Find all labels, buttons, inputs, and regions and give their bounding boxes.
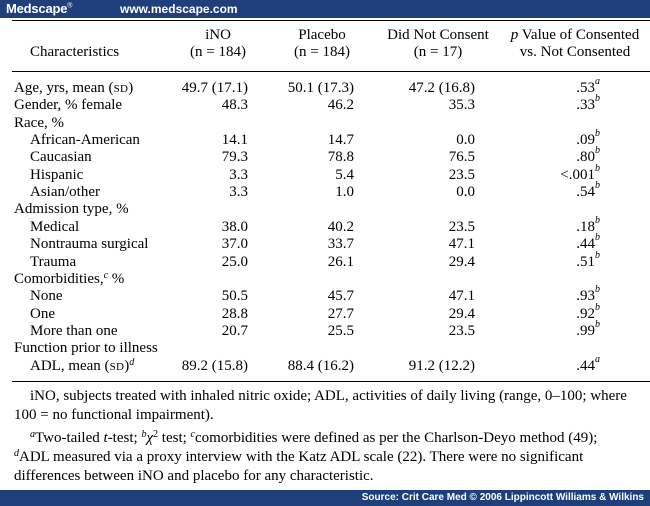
footnote-d: dADL measured via a proxy interview with… [14, 448, 584, 466]
row-label: Race, % [14, 114, 64, 131]
cell-ino: 14.1 [221, 132, 248, 149]
row-label: Comorbidities,c % [14, 269, 125, 287]
row-label: Hispanic [30, 166, 84, 183]
cell-ino: 79.3 [221, 149, 248, 166]
cell-ino: 20.7 [221, 322, 248, 339]
cell-placebo: 27.7 [327, 305, 354, 322]
cell-not-consent: 29.4 [448, 253, 475, 270]
cell-pvalue: .44 [576, 357, 595, 374]
footnote-abbreviations: iNO, subjects treated with inhaled nitri… [30, 388, 627, 404]
cell-pvalue: .99 [576, 322, 595, 339]
table-bottom-rule [12, 381, 650, 382]
source-citation: Source: Crit Care Med © 2006 Lippincott … [361, 492, 644, 503]
cell-ino: 25.0 [221, 253, 248, 270]
cell-ino: 38.0 [221, 218, 248, 235]
cell-ino: 3.3 [229, 166, 248, 183]
source-footer-bar: Source: Crit Care Med © 2006 Lippincott … [0, 490, 650, 506]
col-header-not-consent: Did Not Consent (n = 17) [387, 27, 489, 60]
cell-not-consent: 23.5 [448, 166, 475, 183]
cell-not-consent: 47.1 [448, 288, 475, 305]
header-bottom-rule [12, 71, 650, 72]
cell-ino: 3.3 [229, 184, 248, 201]
cell-placebo: 5.4 [335, 166, 354, 183]
row-label: African-American [30, 132, 140, 149]
cell-ino: 48.3 [221, 97, 248, 114]
row-label: Admission type, % [14, 201, 129, 218]
cell-placebo: 25.5 [327, 322, 354, 339]
table-top-rule [12, 20, 650, 21]
cell-placebo: 50.1 (17.3) [287, 80, 354, 96]
cell-placebo: 40.2 [327, 218, 354, 235]
cell-pvalue: .51 [576, 253, 595, 270]
cell-pvalue: .54 [576, 184, 595, 201]
cell-placebo: 26.1 [327, 253, 354, 270]
cell-pvalue: .93 [576, 288, 595, 305]
cell-pvalue: .09 [576, 132, 595, 149]
row-label: Caucasian [30, 149, 92, 166]
cell-placebo: 78.8 [327, 149, 354, 166]
cell-not-consent: 0.0 [456, 132, 475, 149]
footnote-abbreviations-cont: 100 = no functional impairment). [14, 407, 214, 423]
cell-not-consent: 47.2 (16.8) [408, 80, 475, 96]
cell-not-consent: 35.3 [448, 97, 475, 114]
footnote-conclusion: differences between iNO and placebo for … [14, 468, 374, 484]
cell-not-consent: 29.4 [448, 305, 475, 322]
row-label: Age, yrs, mean (SD) [14, 80, 134, 96]
medscape-header-bar: Medscape® www.medscape.com [0, 0, 650, 18]
cell-ino: 89.2 (15.8) [181, 357, 248, 374]
cell-pvalue: .18 [576, 218, 595, 235]
cell-placebo: 46.2 [327, 97, 354, 114]
row-label: ADL, mean (SD)d [30, 356, 135, 374]
cell-ino: 50.5 [221, 288, 248, 305]
col-header-characteristics: Characteristics [30, 44, 120, 60]
cell-pvalue: .53 [576, 80, 595, 96]
row-label: Asian/other [30, 184, 100, 201]
cell-not-consent: 91.2 (12.2) [408, 357, 475, 374]
col-header-ino: iNO (n = 184) [190, 27, 246, 60]
cell-pvalue: .92 [576, 305, 595, 322]
cell-pvalue: .44 [576, 236, 595, 253]
col-header-placebo: Placebo (n = 184) [294, 27, 350, 60]
cell-pvalue: .33 [576, 97, 595, 114]
footnote-a-b-c: aTwo-tailed t-test; bχ2 test; ccomorbidi… [30, 429, 598, 447]
cell-not-consent: 23.5 [448, 218, 475, 235]
row-label: Function prior to illness [14, 340, 158, 357]
cell-pvalue: <.001 [560, 166, 595, 183]
cell-not-consent: 47.1 [448, 236, 475, 253]
site-url-link[interactable]: www.medscape.com [120, 2, 238, 16]
cell-ino: 49.7 (17.1) [181, 80, 248, 96]
row-label: One [30, 305, 55, 322]
cell-placebo: 88.4 (16.2) [287, 357, 354, 374]
row-label: Gender, % female [14, 97, 123, 114]
row-label: Medical [30, 218, 80, 235]
cell-not-consent: 76.5 [448, 149, 475, 166]
cell-placebo: 14.7 [327, 132, 354, 149]
cell-placebo: 1.0 [335, 184, 354, 201]
cell-placebo: 33.7 [327, 236, 354, 253]
row-label: None [30, 288, 63, 305]
cell-ino: 37.0 [221, 236, 248, 253]
col-header-pvalue: p Value of Consented vs. Not Consented [510, 27, 640, 60]
cell-pvalue: .80 [576, 149, 595, 166]
row-label: More than one [30, 322, 118, 339]
cell-placebo: 45.7 [327, 288, 354, 305]
medscape-logo[interactable]: Medscape® [6, 1, 73, 16]
row-label: Trauma [30, 253, 77, 270]
cell-not-consent: 23.5 [448, 322, 475, 339]
cell-not-consent: 0.0 [456, 184, 475, 201]
row-label: Nontrauma surgical [30, 236, 149, 253]
cell-ino: 28.8 [221, 305, 248, 322]
